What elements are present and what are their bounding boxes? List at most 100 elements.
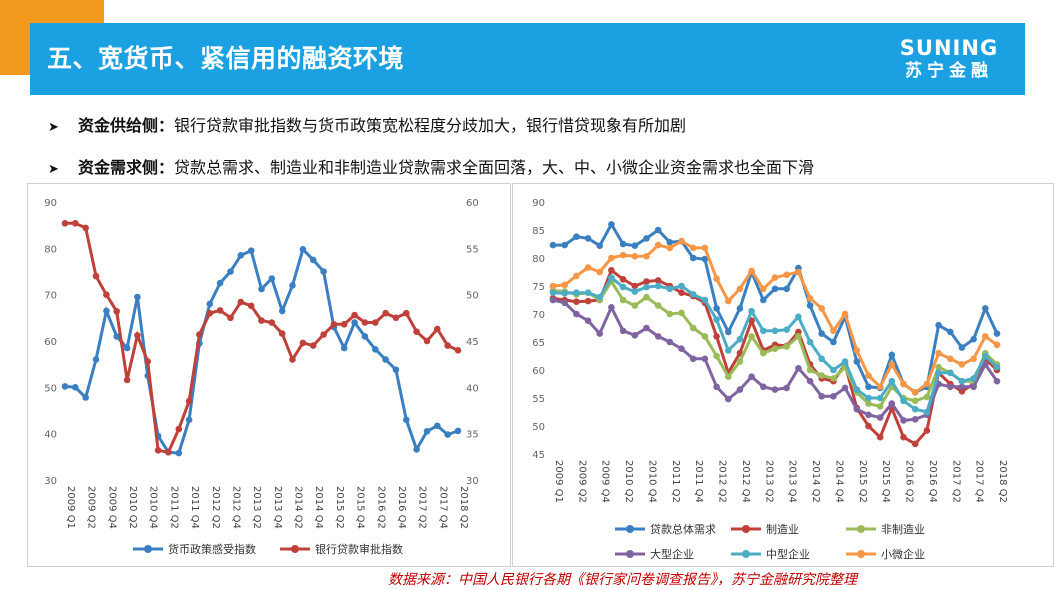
data-point <box>619 327 627 335</box>
data-point <box>247 302 255 310</box>
bullet-head: 资金需求侧： <box>78 158 175 177</box>
data-point <box>725 373 732 380</box>
data-point <box>865 383 872 391</box>
data-point <box>444 431 452 438</box>
data-point <box>654 277 662 284</box>
data-point <box>608 254 615 262</box>
data-point <box>206 300 214 308</box>
data-point <box>289 282 296 289</box>
y-tick-label: 50 <box>532 422 545 433</box>
data-point <box>237 252 245 259</box>
data-point <box>196 331 203 338</box>
data-point <box>216 279 224 287</box>
data-point <box>549 296 557 304</box>
data-point <box>654 282 662 290</box>
data-point <box>736 305 744 312</box>
legend-marker <box>742 550 750 558</box>
data-point <box>900 397 907 405</box>
data-point <box>654 333 662 340</box>
data-point <box>643 293 650 301</box>
x-tick-label: 2011 Q2 <box>670 460 681 503</box>
data-point <box>771 386 779 393</box>
data-point <box>320 268 327 275</box>
x-tick-label: 2013 Q2 <box>251 486 262 529</box>
data-point <box>631 332 639 339</box>
data-point <box>958 344 966 351</box>
data-point <box>573 289 580 296</box>
data-point <box>596 330 603 337</box>
data-point <box>736 386 744 393</box>
data-point <box>361 333 369 340</box>
data-point <box>748 267 755 275</box>
data-point <box>841 384 849 392</box>
x-tick-label: 2014 Q4 <box>833 460 844 503</box>
data-point <box>631 253 639 260</box>
x-tick-label: 2017 Q4 <box>974 460 985 503</box>
data-point <box>643 324 650 332</box>
y-tick-label: 40 <box>44 430 57 441</box>
data-point <box>783 285 790 293</box>
data-point <box>911 397 919 405</box>
data-point <box>61 383 69 390</box>
legend-label: 大型企业 <box>650 547 694 561</box>
x-tick-label: 2012 Q2 <box>717 460 728 503</box>
data-point <box>619 240 627 248</box>
data-point <box>865 394 872 402</box>
data-point <box>654 226 662 234</box>
chart-approval-vs-policy: 90 80 70 60 50 40 30 60 55 50 45 40 35 30 2009 Q1 2009 … <box>44 198 479 556</box>
x-tick-label: 2009 Q2 <box>576 460 587 503</box>
data-point <box>134 293 141 301</box>
legend-marker <box>626 550 634 558</box>
data-point <box>619 251 627 259</box>
data-point <box>561 281 568 289</box>
data-point <box>806 295 814 302</box>
data-point <box>154 447 162 454</box>
x-tick-label: 2015 Q4 <box>355 486 366 529</box>
data-point <box>958 377 966 385</box>
data-point <box>760 383 767 391</box>
data-point <box>748 333 755 340</box>
x-tick-label: 2016 Q4 <box>396 486 407 529</box>
data-point <box>666 239 674 246</box>
data-point <box>258 285 265 293</box>
data-point <box>444 342 452 349</box>
data-point <box>982 305 989 312</box>
legend-label: 银行贷款审批指数 <box>315 542 403 556</box>
legend-marker <box>144 545 152 553</box>
data-point <box>584 289 592 296</box>
y-right-tick-label: 40 <box>466 383 479 394</box>
data-point <box>434 325 441 333</box>
data-point <box>923 393 931 401</box>
data-point <box>736 335 744 343</box>
y-tick-label: 90 <box>44 198 57 209</box>
data-point <box>725 347 732 354</box>
data-point <box>309 342 317 349</box>
data-point <box>876 433 884 441</box>
data-point <box>923 380 931 388</box>
data-point <box>299 339 307 347</box>
bullet-text: 贷款总需求、制造业和非制造业贷款需求全面回落，大、中、小微企业资金需求也全面下滑 <box>174 158 815 177</box>
data-point <box>888 400 896 407</box>
x-tick-label: 2011 Q2 <box>168 486 179 529</box>
x-tick-label: 2009 Q4 <box>600 460 611 503</box>
data-point <box>865 411 872 419</box>
data-point <box>631 288 639 295</box>
legend-marker <box>626 525 634 533</box>
y-tick-label: 65 <box>532 338 545 349</box>
y-right-tick-label: 35 <box>466 430 479 441</box>
data-point <box>340 344 348 352</box>
data-point <box>993 341 1001 349</box>
data-point <box>403 309 410 317</box>
y-tick-label: 85 <box>532 226 545 237</box>
data-point <box>689 244 697 252</box>
brand-logo: SUNING 苏宁金融 <box>887 36 1011 82</box>
data-point <box>888 351 896 359</box>
data-point <box>713 275 720 282</box>
data-point <box>631 302 639 309</box>
data-point <box>701 255 709 263</box>
data-point <box>783 271 790 279</box>
data-point <box>853 347 861 354</box>
data-point <box>713 383 720 391</box>
data-point <box>947 369 954 377</box>
data-point <box>783 343 790 350</box>
